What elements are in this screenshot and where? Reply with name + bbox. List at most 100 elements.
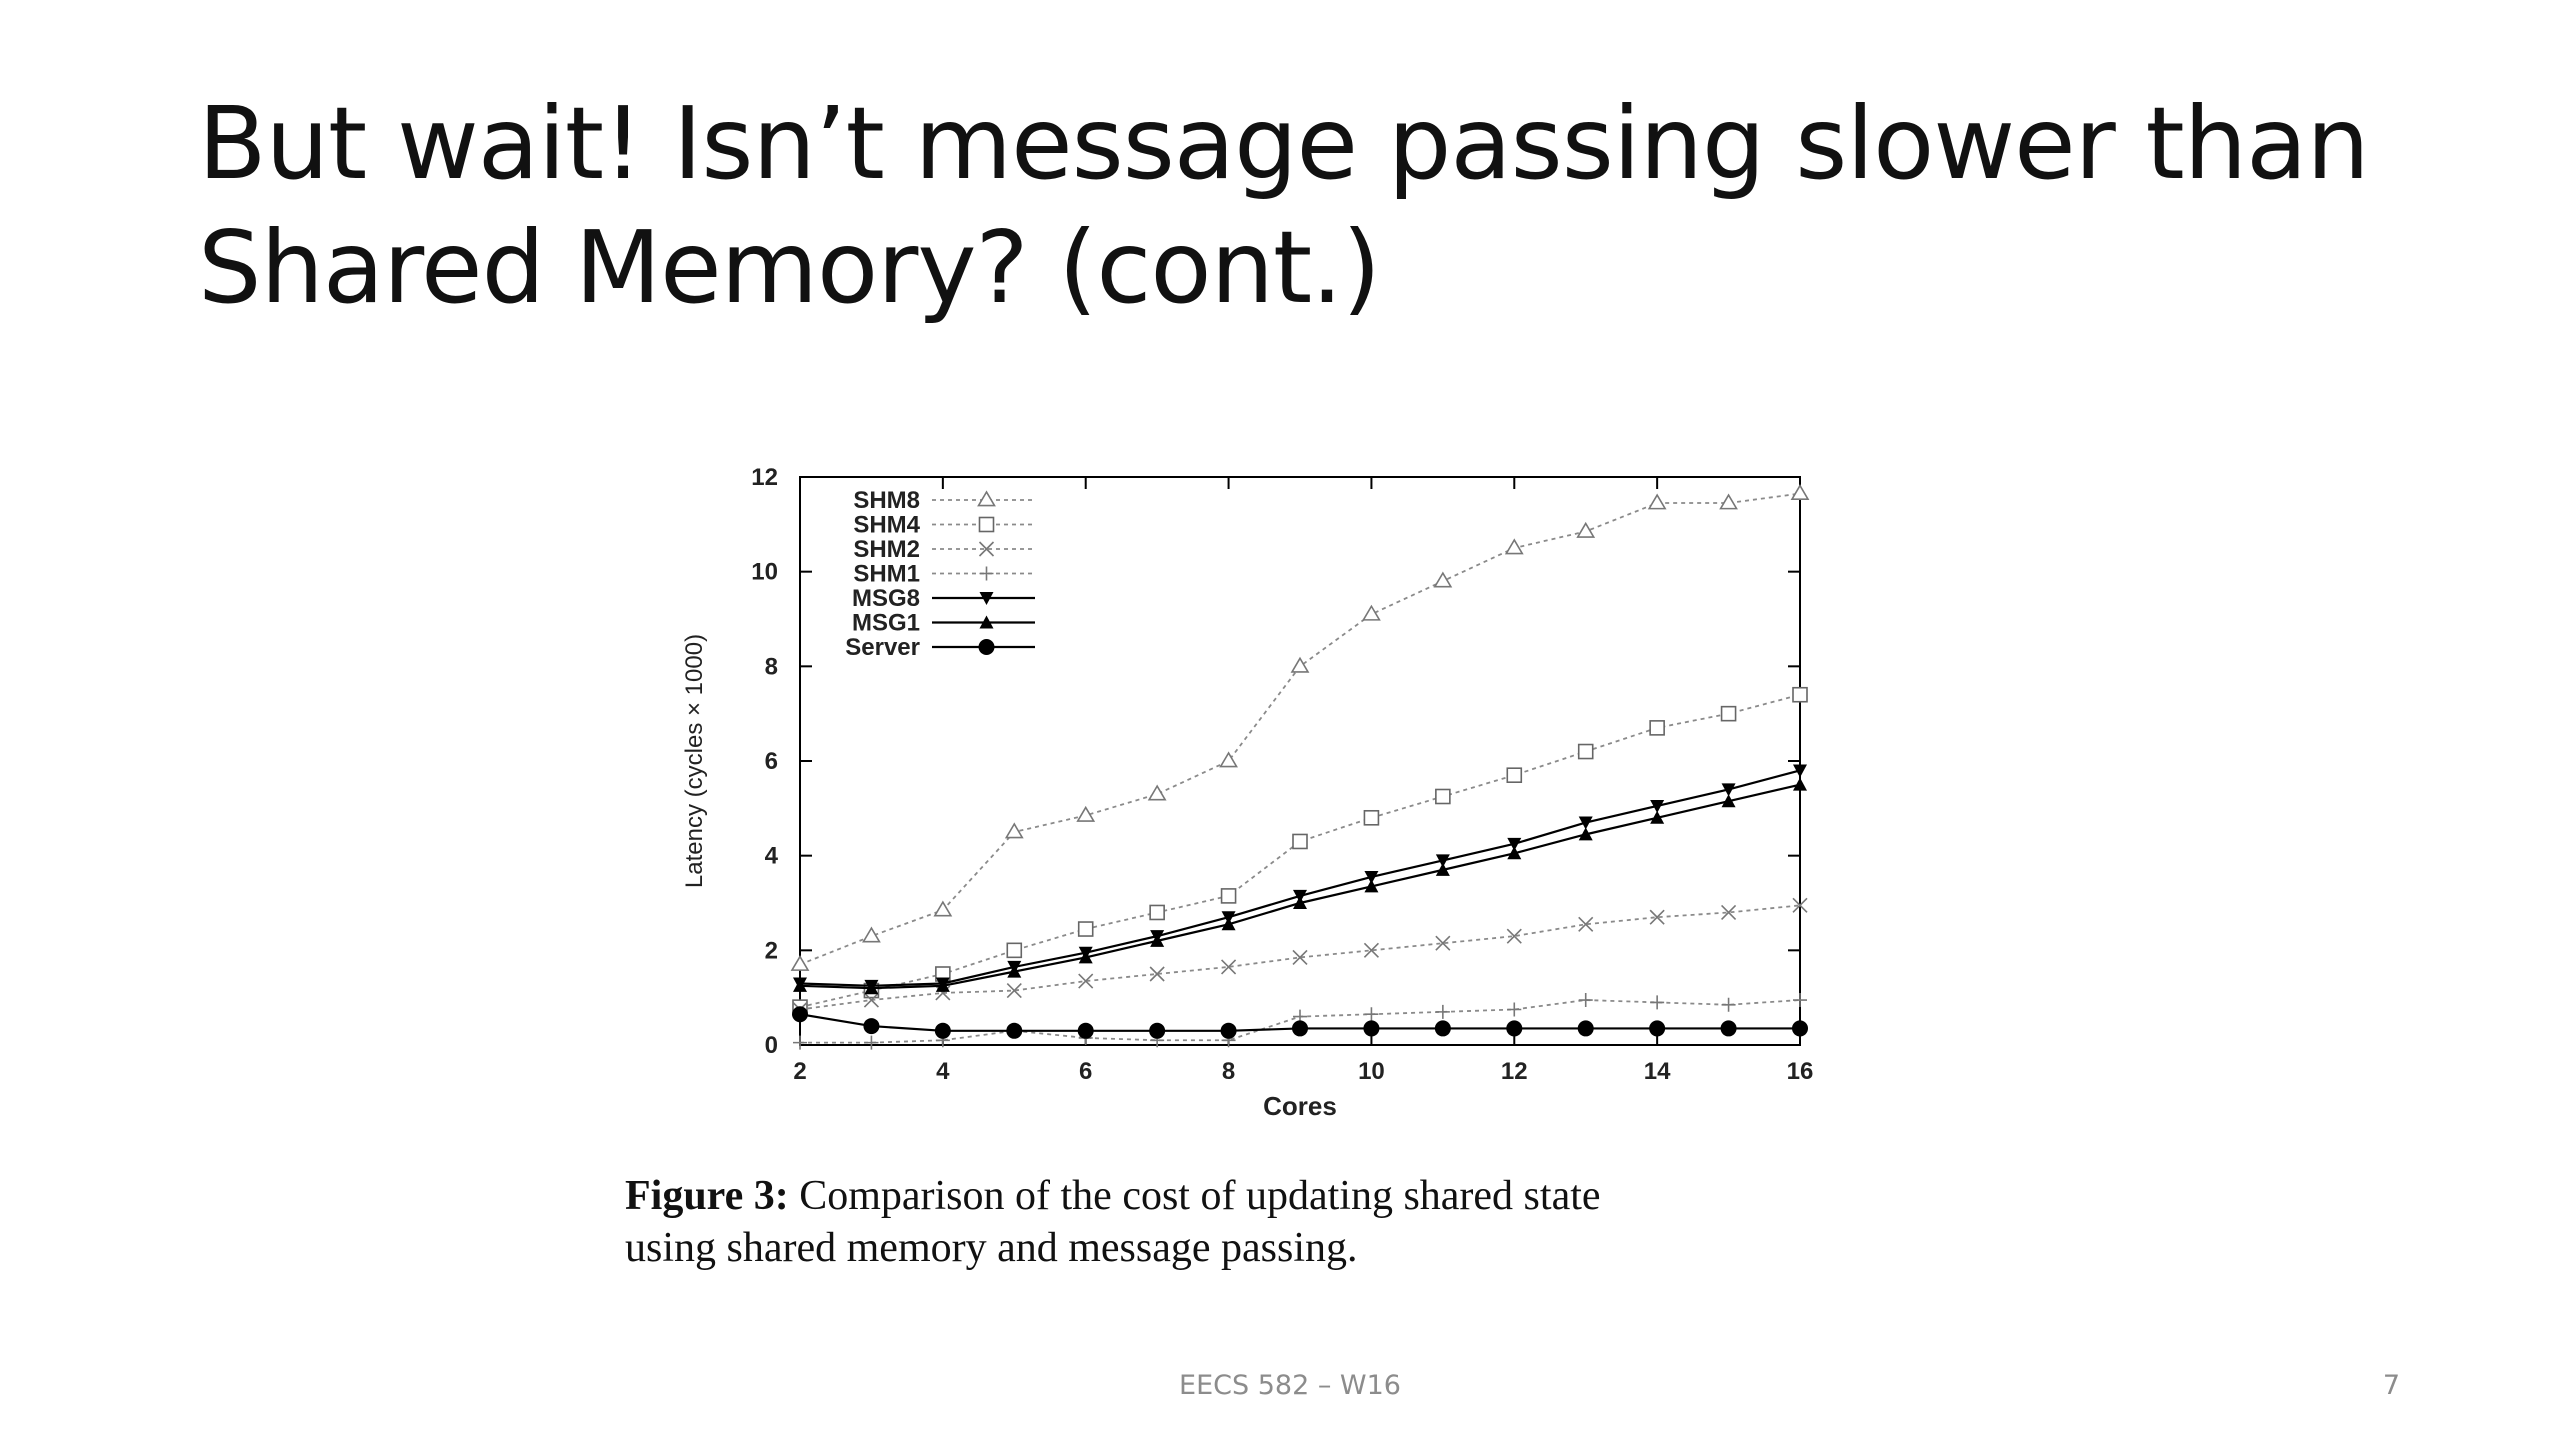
data-point-shm8 bbox=[933, 900, 953, 917]
data-point-shm4 bbox=[1363, 809, 1380, 826]
data-point-shm1 bbox=[1578, 993, 1593, 1008]
x-tick-label: 2 bbox=[793, 1058, 806, 1085]
data-point-shm2 bbox=[1292, 949, 1308, 965]
y-tick-label: 2 bbox=[765, 937, 778, 964]
data-point-server bbox=[934, 1022, 951, 1039]
caption-line-2: using shared memory and message passing. bbox=[625, 1225, 1358, 1271]
data-point-shm4 bbox=[1006, 942, 1023, 959]
data-point-msg1 bbox=[1007, 964, 1022, 978]
x-tick-label: 12 bbox=[1501, 1058, 1528, 1085]
data-point-shm8 bbox=[862, 926, 881, 943]
data-point-shm2 bbox=[863, 992, 879, 1008]
data-point-server bbox=[1077, 1022, 1094, 1039]
data-point-shm4 bbox=[1506, 767, 1523, 784]
data-point-msg8 bbox=[1721, 783, 1736, 797]
data-point-server bbox=[1434, 1020, 1451, 1037]
data-point-server bbox=[1506, 1020, 1523, 1037]
slide-title-line-1: But wait! Isn’t message passing slower t… bbox=[198, 85, 2370, 202]
data-point-msg8 bbox=[1364, 870, 1379, 884]
slide-number: 7 bbox=[2382, 1370, 2400, 1401]
data-point-shm8 bbox=[1219, 751, 1238, 768]
data-point-msg8 bbox=[1578, 816, 1593, 830]
x-tick-label: 10 bbox=[1358, 1058, 1385, 1085]
plot-frame bbox=[799, 476, 1801, 1046]
data-point-shm1 bbox=[864, 1035, 879, 1050]
data-point-server bbox=[792, 1006, 808, 1023]
data-point-server bbox=[1220, 1022, 1237, 1039]
data-point-msg1 bbox=[1721, 794, 1736, 808]
data-point-server bbox=[863, 1018, 880, 1035]
series-line-shm4 bbox=[799, 693, 1801, 1009]
legend-label-server: Server bbox=[845, 634, 920, 661]
legend-label-shm1: SHM1 bbox=[853, 561, 920, 588]
caption-line-1: Figure 3: Comparison of the cost of upda… bbox=[625, 1170, 1885, 1222]
legend-label-shm4: SHM4 bbox=[853, 512, 920, 539]
data-point-shm2 bbox=[1363, 942, 1379, 958]
data-point-shm2 bbox=[1006, 983, 1022, 999]
data-point-shm8 bbox=[1362, 604, 1381, 621]
data-point-shm2 bbox=[1578, 916, 1594, 932]
y-tick-label: 4 bbox=[765, 843, 779, 870]
caption-text-1: Comparison of the cost of updating share… bbox=[788, 1173, 1601, 1219]
data-point-shm1 bbox=[1793, 993, 1807, 1008]
data-point-shm8 bbox=[1647, 493, 1667, 510]
data-point-server bbox=[1363, 1020, 1380, 1037]
data-point-server bbox=[1649, 1020, 1666, 1037]
legend-marker-shm2 bbox=[978, 541, 995, 557]
data-point-shm1 bbox=[1507, 1002, 1522, 1017]
y-tick-label: 8 bbox=[765, 653, 778, 680]
data-point-msg1 bbox=[1650, 810, 1665, 824]
data-point-shm4 bbox=[1220, 888, 1237, 904]
data-point-shm1 bbox=[1650, 995, 1665, 1010]
data-point-server bbox=[1292, 1020, 1308, 1037]
data-point-shm4 bbox=[1292, 833, 1308, 850]
figure-caption: Figure 3: Comparison of the cost of upda… bbox=[625, 1170, 1885, 1274]
data-point-shm2 bbox=[1721, 904, 1737, 921]
data-point-msg1 bbox=[935, 978, 950, 992]
data-point-shm2 bbox=[1506, 928, 1522, 944]
data-point-msg1 bbox=[864, 981, 879, 995]
data-point-shm1 bbox=[793, 1035, 807, 1050]
data-point-shm2 bbox=[1221, 959, 1237, 975]
legend-marker-msg8 bbox=[979, 592, 994, 605]
y-axis-label: Latency (cycles × 1000) bbox=[681, 634, 708, 888]
x-tick-label: 6 bbox=[1079, 1058, 1092, 1085]
footer-text: EECS 582 – W16 bbox=[1179, 1370, 1401, 1401]
y-tick-label: 0 bbox=[765, 1032, 778, 1059]
data-point-msg8 bbox=[1435, 854, 1450, 868]
caption-label: Figure 3: bbox=[625, 1173, 789, 1219]
data-point-shm8 bbox=[1504, 538, 1524, 555]
y-tick-label: 10 bbox=[751, 559, 778, 586]
data-point-msg1 bbox=[1221, 917, 1236, 931]
data-point-msg8 bbox=[1650, 799, 1665, 813]
data-point-shm2 bbox=[1149, 966, 1165, 982]
data-point-msg1 bbox=[1078, 950, 1093, 964]
data-point-msg1 bbox=[1578, 827, 1593, 841]
data-point-msg1 bbox=[1435, 862, 1450, 876]
x-tick-label: 16 bbox=[1787, 1058, 1814, 1085]
data-point-shm2 bbox=[1649, 909, 1665, 925]
data-point-shm4 bbox=[1577, 743, 1594, 760]
data-point-shm8 bbox=[1290, 656, 1310, 673]
legend-label-msg8: MSG8 bbox=[852, 585, 920, 612]
x-tick-label: 14 bbox=[1644, 1058, 1671, 1085]
y-tick-label: 6 bbox=[765, 748, 778, 775]
data-point-shm2 bbox=[1078, 973, 1094, 989]
legend-marker-shm4 bbox=[978, 516, 995, 533]
data-point-shm4 bbox=[1720, 705, 1737, 722]
legend-marker-server bbox=[978, 639, 995, 655]
data-point-shm4 bbox=[1149, 904, 1165, 921]
data-point-shm8 bbox=[1719, 493, 1738, 510]
data-point-shm1 bbox=[1364, 1007, 1379, 1022]
data-point-msg8 bbox=[1507, 837, 1522, 851]
data-point-msg1 bbox=[1150, 933, 1165, 947]
data-point-server bbox=[1577, 1020, 1594, 1037]
legend-marker-msg1 bbox=[979, 615, 994, 629]
data-point-shm8 bbox=[1076, 805, 1096, 822]
data-point-msg1 bbox=[793, 978, 807, 992]
data-point-shm1 bbox=[1721, 997, 1736, 1012]
legend-label-msg1: MSG1 bbox=[852, 610, 920, 637]
data-point-msg8 bbox=[1793, 764, 1807, 778]
data-point-shm4 bbox=[1792, 686, 1808, 703]
